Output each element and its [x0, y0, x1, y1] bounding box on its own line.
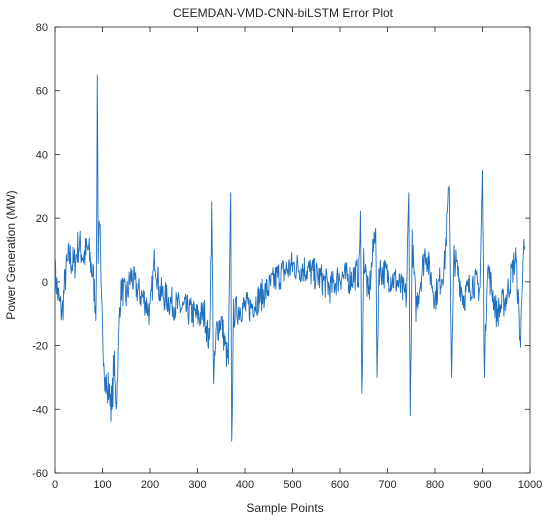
x-tick-label: 500 [283, 479, 301, 491]
x-tick-label: 0 [52, 479, 58, 491]
x-tick-label: 400 [236, 479, 254, 491]
x-tick-label: 1000 [518, 479, 542, 491]
chart-title: CEEMDAN-VMD-CNN-biLSTM Error Plot [173, 6, 394, 20]
error-series-line [54, 74, 526, 442]
y-tick-label: -60 [32, 468, 48, 480]
y-tick-label: 20 [36, 213, 48, 225]
y-tick-label: 0 [42, 277, 48, 289]
x-axis: 0 100 200 300 400 500 600 700 800 900 1000 [52, 27, 542, 491]
plot-area-frame [54, 26, 531, 474]
y-axis-title: Power Generation (MW) [4, 190, 18, 319]
x-tick-label: 700 [378, 479, 396, 491]
y-tick-label: 60 [36, 86, 48, 98]
x-tick-label: 800 [426, 479, 444, 491]
y-axis: -60 -40 -20 0 20 40 60 80 [32, 22, 530, 480]
x-tick-label: 200 [141, 479, 159, 491]
x-tick-label: 900 [473, 479, 491, 491]
x-tick-label: 300 [188, 479, 206, 491]
y-tick-label: -40 [32, 404, 48, 416]
x-axis-title: Sample Points [246, 501, 323, 515]
x-tick-label: 100 [93, 479, 111, 491]
y-tick-label: 80 [36, 22, 48, 34]
y-tick-label: 40 [36, 149, 48, 161]
y-tick-label: -20 [32, 341, 48, 353]
x-tick-label: 600 [331, 479, 349, 491]
